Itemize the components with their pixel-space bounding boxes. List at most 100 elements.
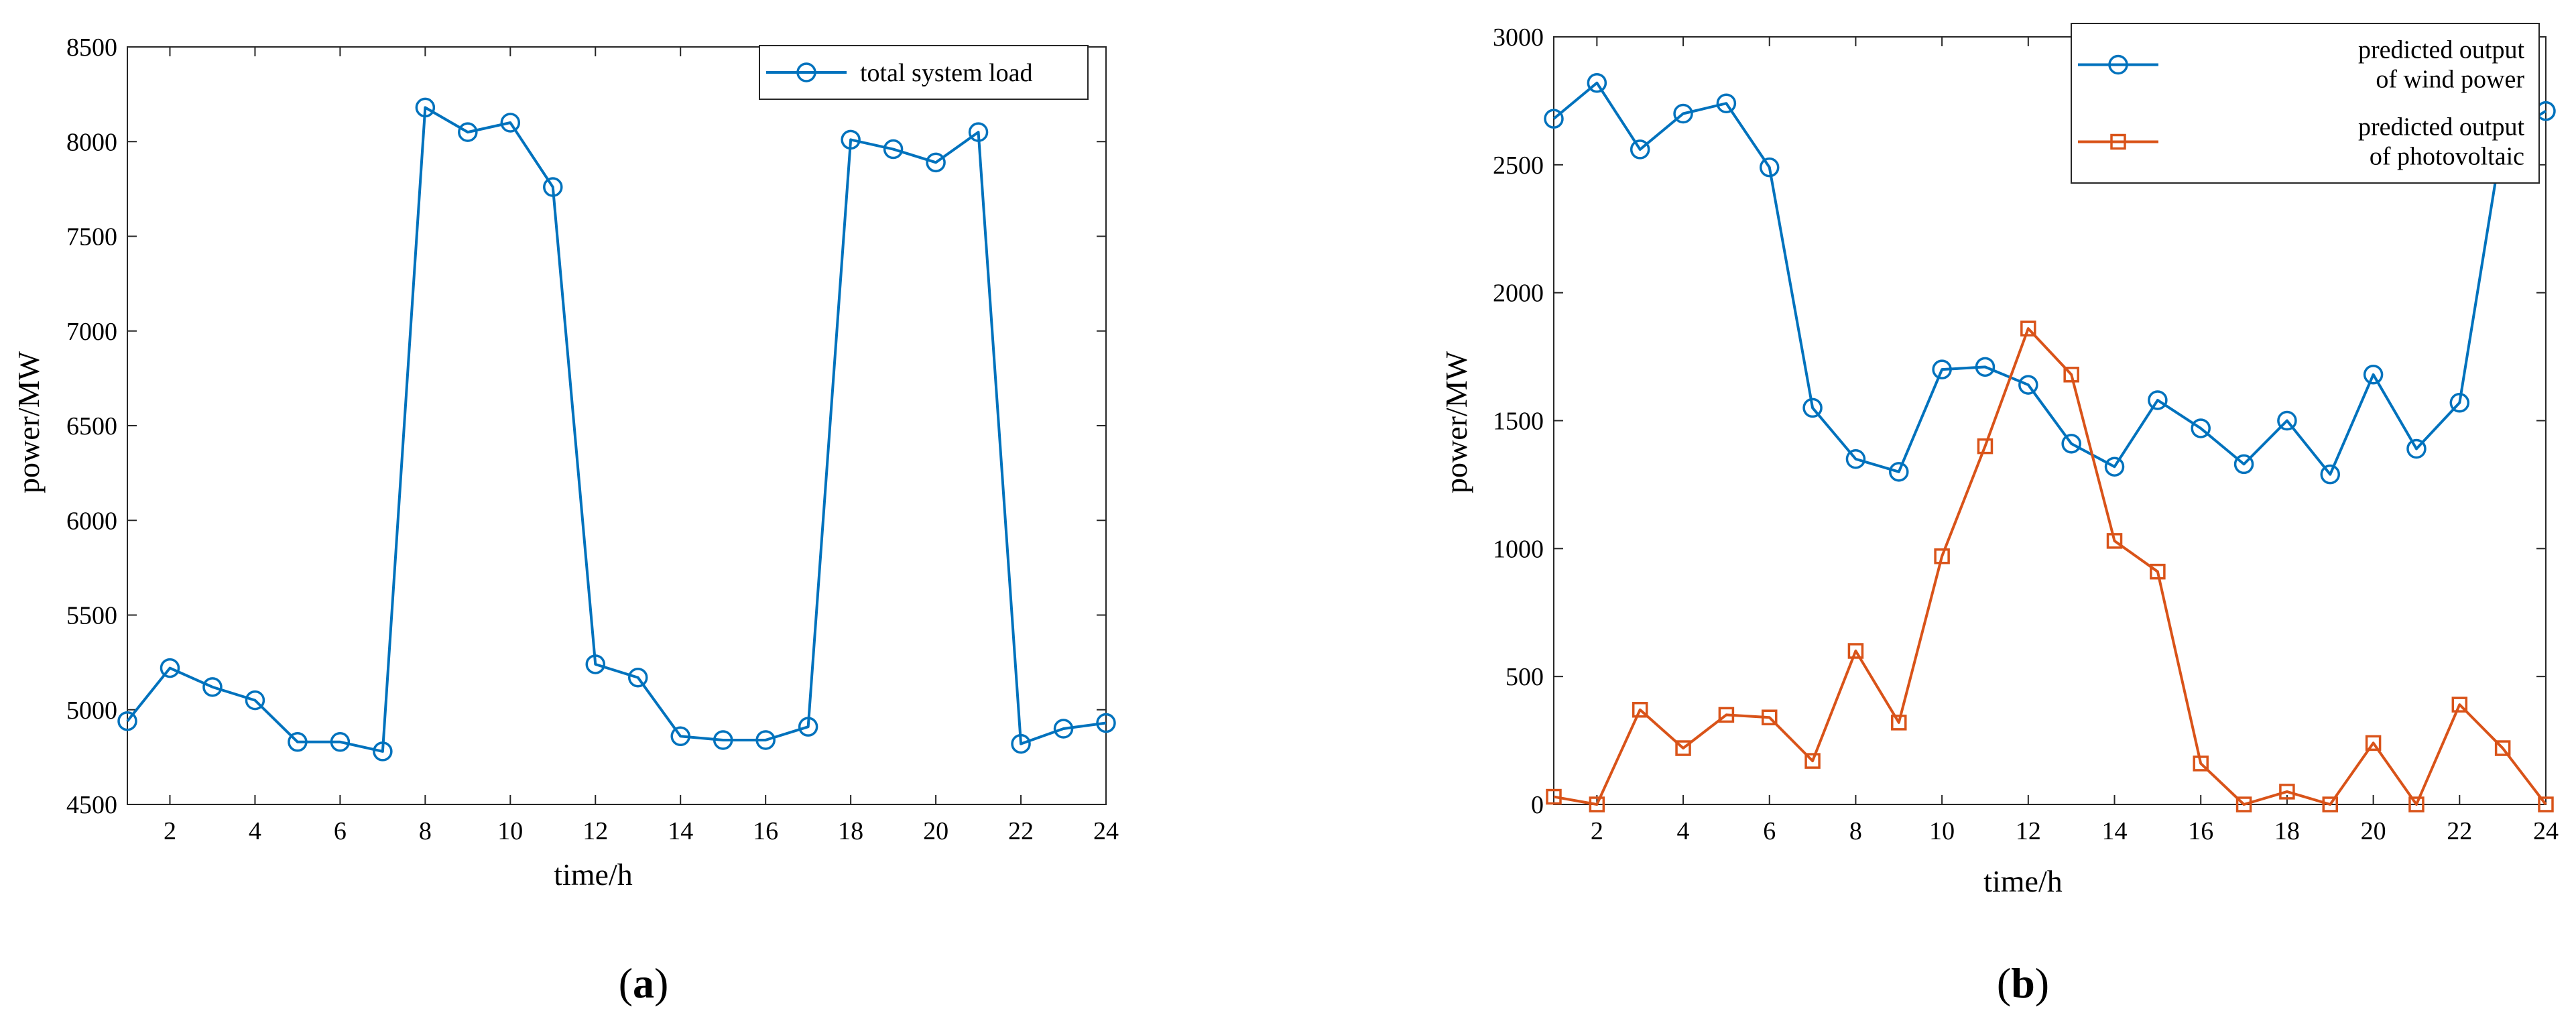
x-tick-label: 8 bbox=[419, 817, 432, 845]
data-point bbox=[1011, 733, 1031, 754]
data-point bbox=[713, 730, 733, 750]
legend-label: of photovoltaic bbox=[2370, 143, 2524, 171]
series-line bbox=[1553, 327, 2547, 806]
data-point bbox=[1718, 707, 1735, 723]
legend-label: predicted output bbox=[2358, 113, 2524, 141]
x-tick-label: 6 bbox=[334, 817, 347, 845]
data-point bbox=[585, 654, 606, 674]
y-axis-label-b: power/MW bbox=[1439, 351, 1473, 493]
data-point bbox=[1804, 753, 1821, 769]
data-point bbox=[458, 122, 478, 142]
data-point bbox=[202, 677, 223, 697]
data-point bbox=[670, 726, 690, 747]
series-0 bbox=[1544, 72, 2556, 485]
x-tick-label: 14 bbox=[2102, 817, 2128, 845]
data-point bbox=[1802, 398, 1823, 418]
data-point bbox=[1546, 788, 1562, 805]
x-tick-label: 16 bbox=[2188, 817, 2213, 845]
data-point bbox=[160, 658, 180, 678]
series-0 bbox=[117, 97, 1116, 762]
y-tick-label: 1000 bbox=[1493, 535, 1544, 563]
data-point bbox=[1891, 715, 1907, 731]
y-tick-label: 6000 bbox=[66, 507, 117, 535]
data-point bbox=[1544, 109, 1564, 129]
data-point bbox=[1053, 719, 1074, 739]
legend-box bbox=[2071, 23, 2540, 184]
x-tick-label: 22 bbox=[1008, 817, 1034, 845]
x-tick-label: 24 bbox=[1093, 817, 1119, 845]
y-tick-label: 2500 bbox=[1493, 152, 1544, 180]
legend-marker bbox=[2110, 133, 2126, 150]
data-point bbox=[2148, 390, 2168, 410]
legend-marker bbox=[796, 62, 816, 82]
data-point bbox=[245, 690, 265, 711]
data-point bbox=[2193, 755, 2209, 772]
x-tick-label: 14 bbox=[668, 817, 693, 845]
axes-frame-a: 2 4 6 8 10 12 14 16 18 20 22 2445005000550060006500… bbox=[66, 34, 1119, 845]
x-tick-label: 8 bbox=[1849, 817, 1862, 845]
x-tick-label: 2 bbox=[1591, 817, 1603, 845]
data-point bbox=[2408, 796, 2425, 812]
data-point bbox=[1587, 72, 1607, 93]
chart-panel-a: 2 4 6 8 10 12 14 16 18 20 22 2445005000550060006500… bbox=[11, 34, 1119, 892]
series-line bbox=[1552, 81, 2547, 476]
y-tick-label: 6500 bbox=[66, 412, 117, 440]
series-1 bbox=[1546, 320, 2554, 812]
data-point bbox=[2235, 796, 2252, 812]
x-axis-label-a: time/h bbox=[554, 857, 633, 892]
data-point bbox=[755, 730, 776, 750]
data-point bbox=[1761, 709, 1778, 725]
x-tick-label: 4 bbox=[1677, 817, 1690, 845]
legend-label: total system load bbox=[860, 59, 1033, 87]
data-point bbox=[1673, 103, 1693, 124]
y-tick-label: 0 bbox=[1531, 791, 1544, 819]
data-point bbox=[415, 97, 436, 118]
data-point bbox=[883, 139, 904, 160]
data-point bbox=[1589, 796, 1605, 812]
panel-label-a: (a) bbox=[619, 959, 669, 1007]
y-tick-label: 7000 bbox=[66, 318, 117, 346]
y-tick-label: 8000 bbox=[66, 128, 117, 156]
data-point bbox=[1889, 462, 1909, 482]
x-tick-label: 12 bbox=[582, 817, 608, 845]
data-point bbox=[2538, 796, 2554, 812]
data-point bbox=[627, 667, 648, 688]
x-tick-label: 6 bbox=[1763, 817, 1776, 845]
data-point bbox=[1975, 357, 1996, 377]
data-point bbox=[798, 717, 818, 737]
data-point bbox=[1845, 449, 1866, 469]
data-point bbox=[1847, 643, 1864, 659]
data-point bbox=[2279, 784, 2295, 800]
x-tick-label: 22 bbox=[2447, 817, 2472, 845]
y-tick-label: 2000 bbox=[1493, 280, 1544, 308]
data-point bbox=[288, 732, 308, 752]
data-point bbox=[2150, 563, 2166, 580]
data-point bbox=[2365, 735, 2382, 751]
y-tick-label: 5500 bbox=[66, 602, 117, 630]
data-point bbox=[2104, 457, 2125, 477]
data-point bbox=[2451, 697, 2468, 713]
data-point bbox=[1932, 359, 1952, 379]
data-point bbox=[926, 152, 946, 173]
data-point bbox=[2063, 367, 2079, 383]
x-tick-label: 10 bbox=[1929, 817, 1955, 845]
y-tick-label: 5000 bbox=[66, 697, 117, 725]
x-tick-label: 18 bbox=[838, 817, 863, 845]
x-tick-label: 4 bbox=[249, 817, 261, 845]
data-point bbox=[1716, 93, 1737, 113]
data-point bbox=[2061, 434, 2081, 454]
legend-marker bbox=[2108, 54, 2128, 75]
data-point bbox=[1096, 713, 1116, 733]
chart-panel-b: 2 4 6 8 10 12 14 16 18 20 22 2405001000150020002500… bbox=[1439, 23, 2559, 898]
data-point bbox=[500, 113, 521, 133]
y-tick-label: 8500 bbox=[66, 34, 117, 62]
data-point bbox=[2449, 393, 2470, 413]
plot-area-frame bbox=[127, 46, 1107, 805]
y-tick-label: 1500 bbox=[1493, 408, 1544, 436]
x-tick-label: 20 bbox=[923, 817, 948, 845]
data-point bbox=[2320, 464, 2341, 485]
data-point bbox=[543, 177, 563, 197]
data-point bbox=[1630, 139, 1650, 160]
data-point bbox=[373, 741, 393, 762]
